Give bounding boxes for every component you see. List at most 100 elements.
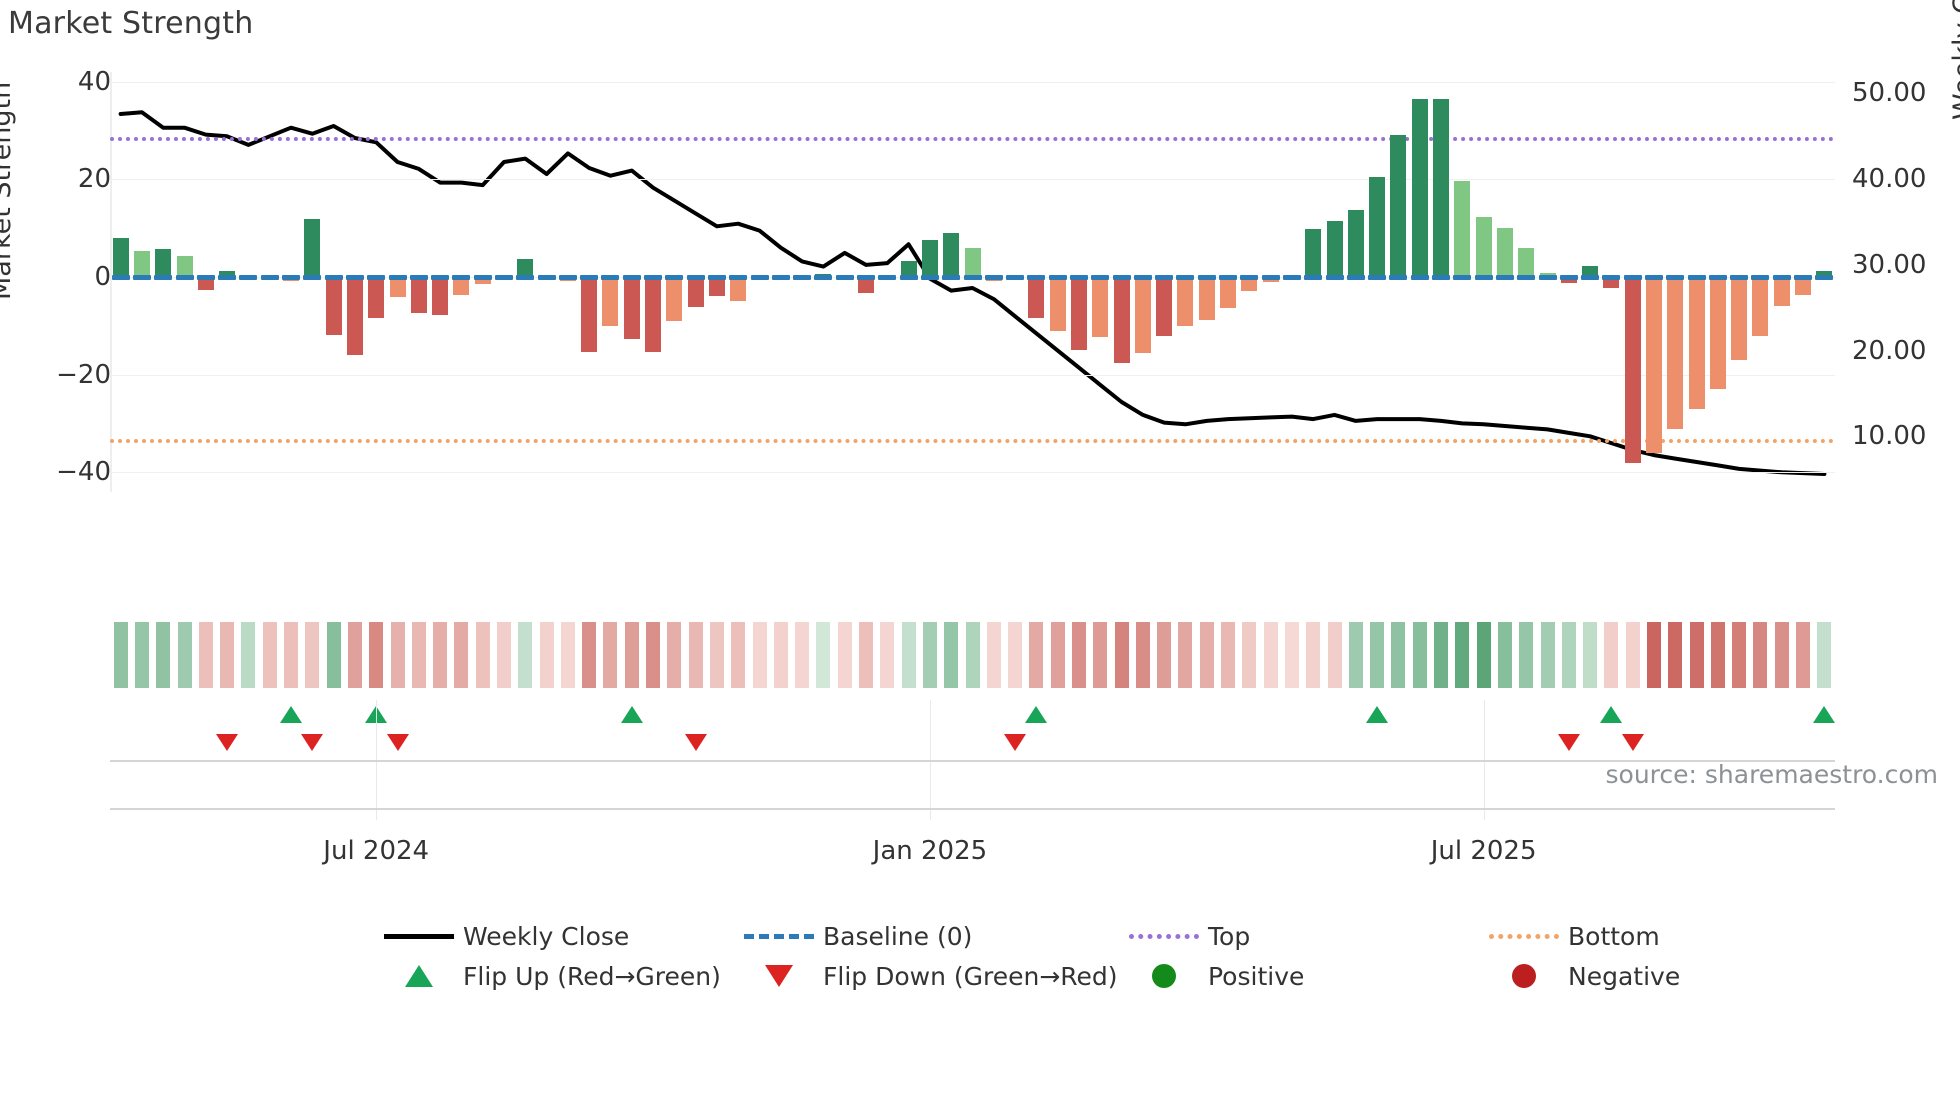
gridline	[110, 179, 1835, 181]
legend-glyph	[1120, 933, 1208, 939]
baseline-segment	[1389, 275, 1408, 281]
baseline-segment	[196, 275, 215, 281]
strength-bar	[368, 277, 385, 319]
baseline-segment	[260, 275, 279, 281]
strength-bar	[197, 277, 214, 290]
baseline-segment	[920, 275, 939, 281]
baseline-segment	[1517, 275, 1536, 281]
legend-label: Flip Down (Green→Red)	[823, 961, 1118, 991]
legend-glyph	[735, 933, 823, 939]
legend-item[interactable]: Positive	[1120, 952, 1304, 1000]
heat-cell	[624, 622, 639, 688]
heat-cell	[390, 622, 405, 688]
heat-cell	[305, 622, 320, 688]
strength-bar	[1795, 277, 1812, 295]
bottom-swatch	[1489, 933, 1559, 939]
legend-item[interactable]: Top	[1120, 912, 1250, 960]
heat-cell	[837, 622, 852, 688]
baseline-segment	[1048, 275, 1067, 281]
x-tick-label: Jan 2025	[872, 836, 988, 866]
baseline-segment	[1346, 275, 1365, 281]
strength-bar	[1475, 217, 1492, 278]
baseline-segment	[1474, 275, 1493, 281]
flip-down-marker	[1621, 734, 1644, 751]
strength-bar	[112, 238, 129, 278]
source-attribution: source: sharemaestro.com	[1605, 760, 1939, 789]
baseline-segment	[899, 275, 918, 281]
heat-cell	[1561, 622, 1576, 688]
heat-cell	[582, 622, 597, 688]
heat-cell	[1710, 622, 1725, 688]
strength-bar	[1305, 229, 1322, 278]
baseline-segment	[601, 275, 620, 281]
heat-cell	[1135, 622, 1150, 688]
baseline-segment	[111, 275, 130, 281]
legend-item[interactable]: Flip Down (Green→Red)	[735, 952, 1118, 1000]
legend-glyph	[1480, 933, 1568, 939]
legend-label: Flip Up (Red→Green)	[463, 961, 721, 991]
heat-cell	[1391, 622, 1406, 688]
strength-bar	[325, 277, 342, 336]
axis-rule	[110, 808, 1835, 810]
weekly-close-swatch	[384, 933, 454, 939]
heat-cell	[156, 622, 171, 688]
strength-bar	[943, 233, 960, 278]
heat-cell	[944, 622, 959, 688]
strength-bar	[1070, 277, 1087, 351]
heat-cell	[1796, 622, 1811, 688]
legend-item[interactable]: Weekly Close	[375, 912, 629, 960]
heat-cell	[1008, 622, 1023, 688]
baseline-segment	[1155, 275, 1174, 281]
legend-item[interactable]: Baseline (0)	[735, 912, 972, 960]
strength-bar	[921, 240, 938, 278]
plot-area	[110, 72, 1835, 492]
legend-item[interactable]: Flip Up (Red→Green)	[375, 952, 721, 1000]
heat-cell	[901, 622, 916, 688]
heat-cell	[965, 622, 980, 688]
heat-cell	[922, 622, 937, 688]
strength-bar	[602, 277, 619, 326]
baseline-segment	[1282, 275, 1301, 281]
heat-cell	[1540, 622, 1555, 688]
heat-cell	[1242, 622, 1257, 688]
strength-bar	[858, 277, 875, 293]
flip-down-marker	[1557, 734, 1580, 751]
strength-bar	[1390, 135, 1407, 278]
legend-item[interactable]: Bottom	[1480, 912, 1660, 960]
heat-cell	[241, 622, 256, 688]
strength-bar	[1326, 221, 1343, 278]
heat-cell	[1774, 622, 1789, 688]
baseline-segment	[1261, 275, 1280, 281]
heat-cell	[688, 622, 703, 688]
heat-cell	[1306, 622, 1321, 688]
page-title: Market Strength	[8, 6, 254, 41]
heat-cell	[1029, 622, 1044, 688]
strength-bar	[1731, 277, 1748, 361]
baseline-segment	[218, 275, 237, 281]
strength-bar	[1433, 98, 1450, 278]
baseline-segment	[771, 275, 790, 281]
baseline-segment	[963, 275, 982, 281]
legend-label: Negative	[1568, 961, 1681, 991]
strength-bar	[1624, 277, 1641, 463]
legend-item[interactable]: Negative	[1480, 952, 1680, 1000]
baseline-segment	[1666, 275, 1685, 281]
strength-bar	[1773, 277, 1790, 307]
baseline-segment	[1708, 275, 1727, 281]
heat-cell	[1519, 622, 1534, 688]
strength-bar	[1092, 277, 1109, 338]
heat-cell	[1455, 622, 1470, 688]
heat-cell	[1199, 622, 1214, 688]
heat-cell	[1263, 622, 1278, 688]
strength-bar	[645, 277, 662, 353]
left-tick-label: −20	[56, 359, 111, 390]
heat-cell	[475, 622, 490, 688]
baseline-segment	[814, 275, 833, 281]
gridline	[110, 81, 1835, 83]
baseline-segment	[324, 275, 343, 281]
strength-bar	[1113, 277, 1130, 363]
heat-cell	[1817, 622, 1832, 688]
strength-bar	[1220, 277, 1237, 308]
baseline-segment	[1112, 275, 1131, 281]
heat-cell	[1753, 622, 1768, 688]
